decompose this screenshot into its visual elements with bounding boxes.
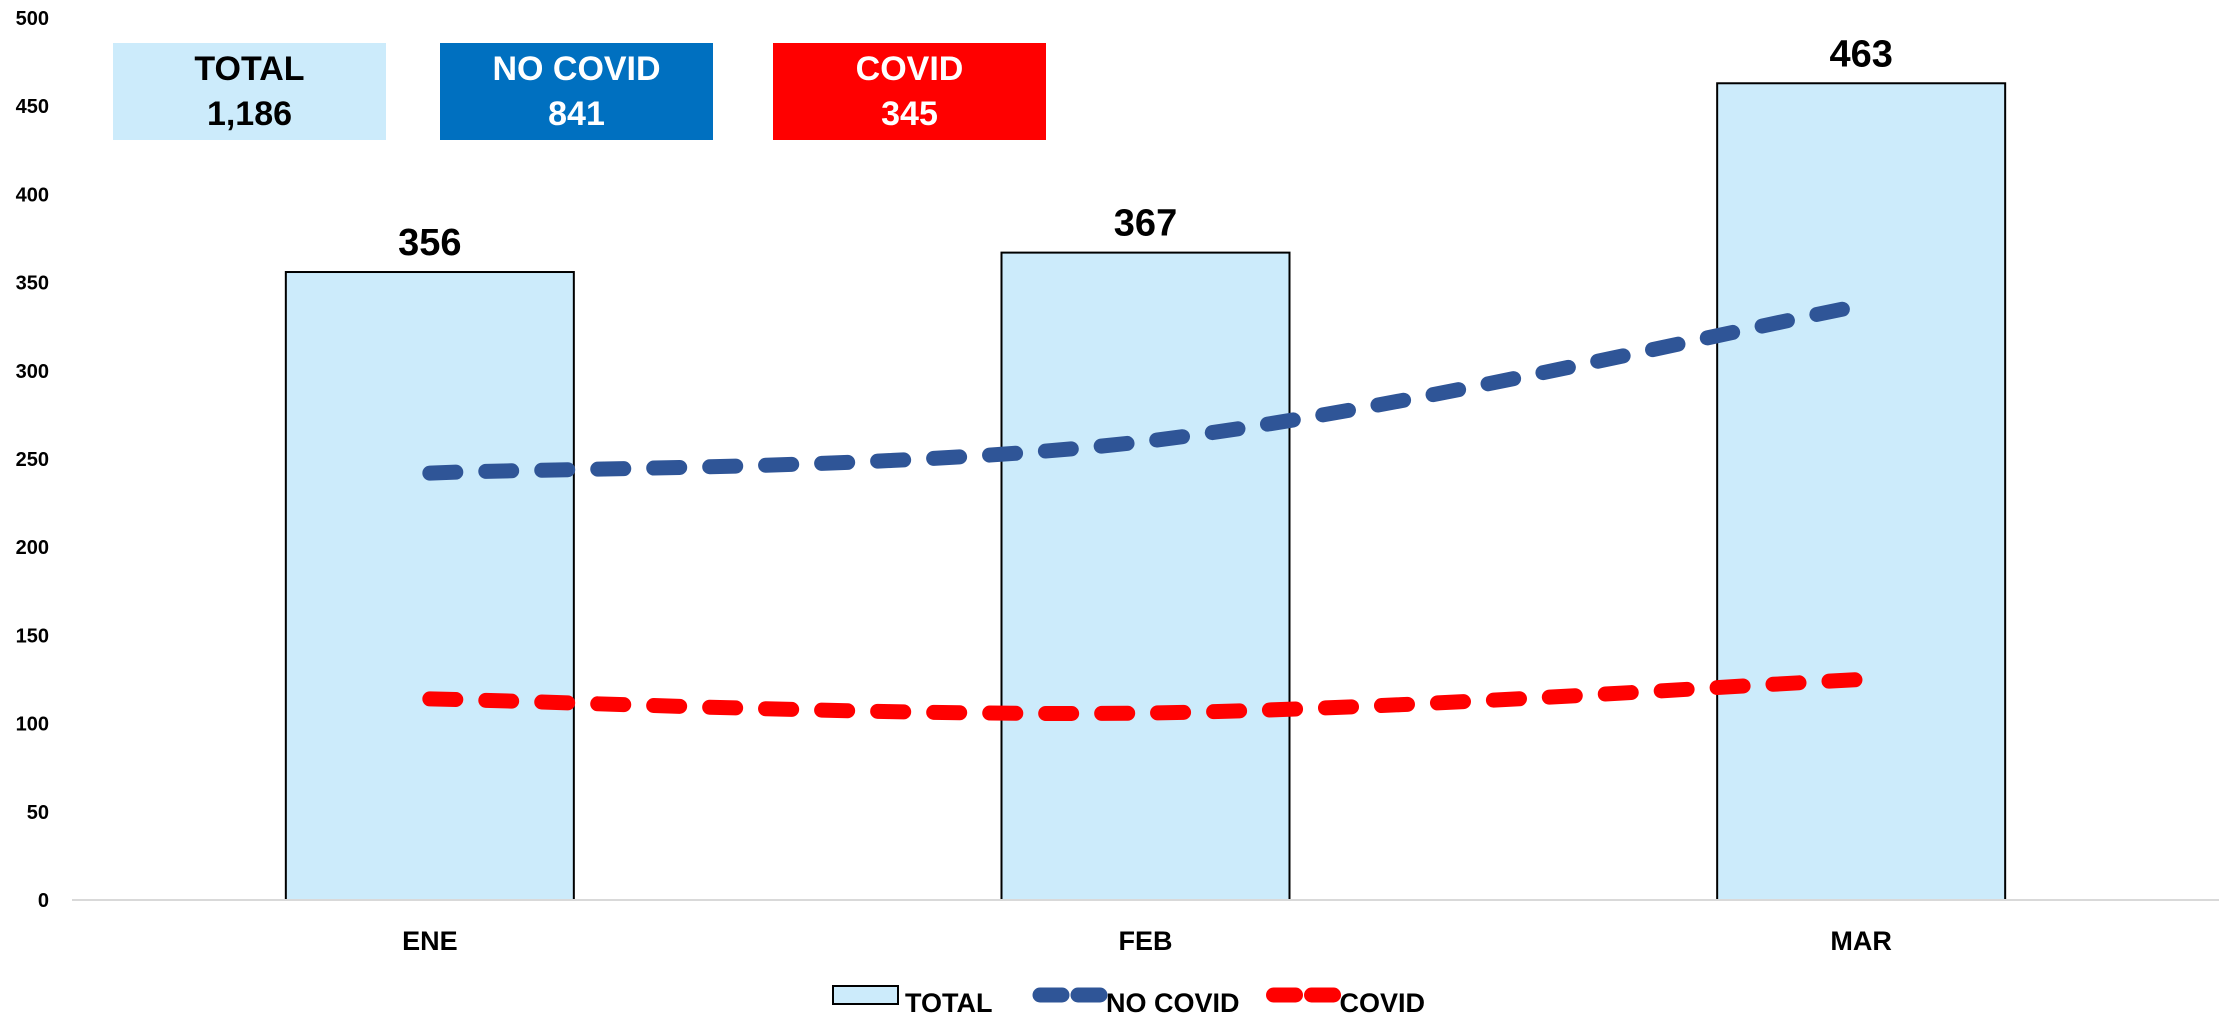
y-tick-label: 450 — [16, 96, 49, 118]
kpi-covid-label: COVID — [855, 49, 964, 88]
y-tick-label: 200 — [16, 537, 49, 559]
kpi-total-value: 1,186 — [206, 94, 293, 133]
kpi-total-label: TOTAL — [194, 49, 305, 88]
bar — [1000, 251, 1291, 901]
bar-value-label: 463 — [1829, 33, 1892, 75]
y-tick-label: 400 — [16, 184, 49, 206]
y-tick-label: 50 — [27, 802, 49, 824]
kpi-total-card: TOTAL 1,186 — [113, 43, 386, 140]
kpi-no-covid-label: NO COVID — [492, 49, 661, 88]
line-covid — [422, 672, 1869, 721]
y-tick-label: 150 — [16, 625, 49, 647]
legend-swatch-total — [832, 985, 899, 1005]
line-no-covid — [422, 298, 1869, 481]
y-tick-label: 500 — [16, 8, 49, 30]
y-tick-label: 350 — [16, 273, 49, 295]
kpi-covid-value: 345 — [881, 94, 938, 133]
kpi-no-covid-card: NO COVID 841 — [440, 43, 713, 140]
bar-value-label: 356 — [398, 222, 461, 264]
x-tick-label: ENE — [402, 926, 458, 956]
kpi-no-covid-value: 841 — [548, 94, 605, 133]
bar — [1716, 82, 2007, 901]
kpi-covid-card: COVID 345 — [773, 43, 1046, 140]
legend-label-total: TOTAL — [905, 988, 993, 1018]
y-tick-label: 100 — [16, 714, 49, 736]
bar-value-label: 367 — [1114, 203, 1177, 245]
y-tick-label: 300 — [16, 361, 49, 383]
legend-label-covid: COVID — [1340, 988, 1426, 1018]
legend-label-no-covid: NO COVID — [1106, 988, 1240, 1018]
x-tick-label: FEB — [1119, 926, 1173, 956]
y-tick-label: 250 — [16, 449, 49, 471]
bar — [284, 271, 575, 901]
y-tick-label: 0 — [38, 890, 49, 912]
x-tick-label: MAR — [1830, 926, 1892, 956]
